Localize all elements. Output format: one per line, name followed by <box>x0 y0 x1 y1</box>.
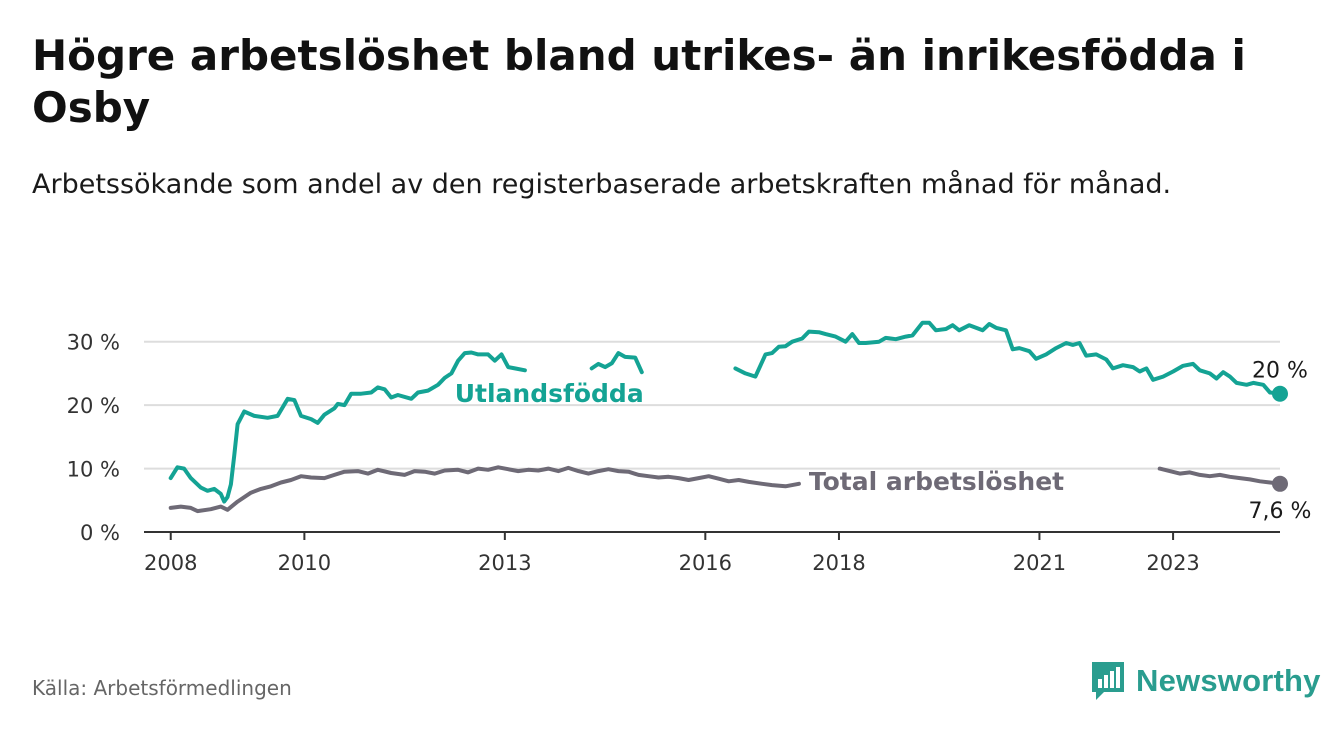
end-value-label-foreign-born: 20 % <box>1252 359 1308 384</box>
y-tick-label: 10 % <box>67 458 120 482</box>
series-end-marker <box>1272 385 1288 402</box>
series-lines <box>168 320 1288 514</box>
x-tick-label: 2008 <box>144 551 197 575</box>
chart-subtitle: Arbetssökande som andel av den registerb… <box>32 169 1172 200</box>
x-axis: 2008 2010 2013 2016 2018 2021 2023 <box>144 531 1280 575</box>
series-end-marker <box>1272 475 1288 492</box>
end-value-label-total: 7,6 % <box>1249 499 1312 524</box>
chart-title: Högre arbetslöshet bland utrikes- än inr… <box>32 31 1246 132</box>
brand-name: Newsworthy <box>1136 663 1321 698</box>
x-tick-label: 2018 <box>812 551 865 575</box>
y-tick-label: 30 % <box>67 331 120 355</box>
x-tick-label: 2013 <box>478 551 531 575</box>
y-tick-label: 0 % <box>80 521 120 545</box>
series-label-total: Total arbetslöshet <box>809 467 1064 496</box>
y-tick-label: 20 % <box>67 394 120 418</box>
x-tick-label: 2023 <box>1146 551 1199 575</box>
gridlines <box>144 340 1280 470</box>
series-line-foreign-born <box>168 320 1282 504</box>
series-line-total <box>168 465 1282 514</box>
x-tick-label: 2016 <box>679 551 732 575</box>
series-labels: Utlandsfödda Total arbetslöshet 20 % 7,6 % <box>455 359 1312 524</box>
x-tick-label: 2010 <box>278 551 331 575</box>
brand-logo[interactable]: Newsworthy <box>1090 660 1321 702</box>
newsworthy-logo-icon <box>1092 662 1124 700</box>
source-note: Källa: Arbetsförmedlingen <box>32 676 292 700</box>
series-label-foreign-born: Utlandsfödda <box>455 379 644 408</box>
x-tick-label: 2021 <box>1013 551 1066 575</box>
y-axis: 0 % 10 % 20 % 30 % <box>67 331 120 545</box>
